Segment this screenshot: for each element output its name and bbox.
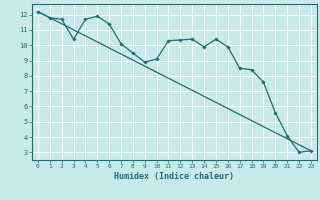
X-axis label: Humidex (Indice chaleur): Humidex (Indice chaleur)	[115, 172, 234, 181]
